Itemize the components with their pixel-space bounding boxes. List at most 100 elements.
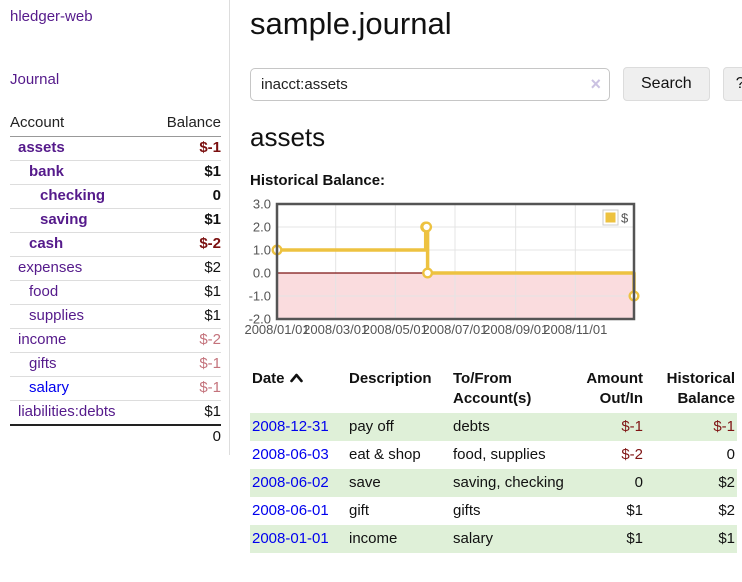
account-link[interactable]: salary (29, 379, 70, 396)
chart-title: Historical Balance: (250, 172, 386, 189)
account-link[interactable]: food (29, 283, 59, 300)
svg-text:2008/01/01: 2008/01/01 (245, 322, 310, 337)
transaction-balance: $-1 (713, 418, 735, 435)
brand-link[interactable]: hledger-web (10, 8, 93, 25)
clear-search-icon[interactable]: × (590, 73, 601, 94)
search-input[interactable] (250, 67, 610, 101)
account-balance: $1 (204, 307, 221, 324)
journal-link[interactable]: Journal (10, 71, 60, 88)
svg-text:2008/03/01: 2008/03/01 (303, 322, 368, 337)
transaction-amount: $1 (626, 530, 643, 547)
account-link[interactable]: checking (40, 187, 106, 204)
account-balance: 0 (212, 187, 221, 204)
account-link[interactable]: assets (18, 139, 65, 156)
account-balance: $2 (204, 259, 221, 276)
search-button[interactable]: Search (623, 67, 710, 101)
svg-text:-1.0: -1.0 (249, 289, 271, 304)
account-row: salary $-1 (10, 376, 221, 401)
chart-svg: $3.0 2.0 1.0 0.0 -1.0 -2.02008/01/012008/03/0… (244, 197, 640, 337)
account-link[interactable]: supplies (29, 307, 85, 324)
account-balance: $1 (204, 211, 221, 228)
svg-text:$: $ (621, 211, 629, 226)
account-link[interactable]: cash (29, 235, 64, 252)
register-row: 2008-12-31 pay off debts $-1 $-1 (250, 413, 737, 441)
transaction-description: pay off (349, 418, 394, 435)
account-row: saving $1 (10, 208, 221, 233)
account-balance: $-2 (199, 331, 221, 348)
account-row: supplies $1 (10, 304, 221, 329)
register-header-amount: Amount Out/In (586, 370, 643, 407)
search-form: × Search ? (250, 67, 742, 101)
search-input-wrap: × (250, 67, 610, 101)
accounts-header-row: Account Balance (10, 111, 221, 137)
svg-text:1.0: 1.0 (253, 243, 271, 258)
transaction-description: gift (349, 502, 370, 519)
transaction-balance: $2 (718, 502, 735, 519)
transaction-date-link[interactable]: 2008-01-01 (252, 530, 329, 547)
transaction-date-link[interactable]: 2008-06-01 (252, 502, 329, 519)
transaction-accounts: gifts (453, 502, 481, 519)
register-header-date[interactable]: Date (250, 365, 347, 413)
transaction-description: save (349, 474, 381, 491)
transaction-amount: $-2 (621, 446, 643, 463)
register-row: 2008-06-03 eat & shop food, supplies $-2… (250, 441, 737, 469)
accounts-header-balance: Balance (149, 111, 221, 137)
svg-text:-2.0: -2.0 (249, 312, 271, 327)
accounts-table: Account Balance assets $-1 bank $1 check… (10, 111, 221, 447)
svg-text:3.0: 3.0 (253, 197, 271, 212)
account-link[interactable]: liabilities:debts (18, 403, 116, 420)
historical-balance-chart: $3.0 2.0 1.0 0.0 -1.0 -2.0 2008/01/01 2008/03/0… (244, 196, 742, 352)
sidebar: hledger-web Journal Account Balance asse… (0, 0, 230, 455)
transaction-date-link[interactable]: 2008-12-31 (252, 418, 329, 435)
register-row: 2008-06-01 gift gifts $1 $2 (250, 497, 737, 525)
account-link[interactable]: gifts (29, 355, 57, 372)
transaction-balance: $1 (718, 530, 735, 547)
svg-text:2008/07/01: 2008/07/01 (422, 322, 487, 337)
chart-legend: $ (602, 209, 629, 226)
svg-text:2008/09/01: 2008/09/01 (483, 322, 548, 337)
account-row: gifts $-1 (10, 352, 221, 377)
main-content: sample.journal × Search ? assets Histori… (230, 0, 742, 553)
sort-ascending-icon (289, 369, 303, 389)
register-header-accounts: To/From Account(s) (453, 370, 532, 407)
account-balance: $1 (204, 283, 221, 300)
account-row: liabilities:debts $1 (10, 400, 221, 426)
register-row: 2008-06-02 save saving, checking 0 $2 (250, 469, 737, 497)
account-balance: $-2 (199, 235, 221, 252)
account-link[interactable]: bank (29, 163, 65, 180)
transaction-date-link[interactable]: 2008-06-02 (252, 474, 329, 491)
account-row: cash $-2 (10, 232, 221, 257)
transaction-accounts: salary (453, 530, 494, 547)
svg-text:2008/05/01: 2008/05/01 (363, 322, 428, 337)
account-row: expenses $2 (10, 256, 221, 281)
account-link[interactable]: expenses (18, 259, 83, 276)
register-header-description: Description (349, 370, 432, 387)
account-balance: $1 (204, 403, 221, 420)
search-help-button[interactable]: ? (722, 67, 742, 101)
account-heading: assets (250, 122, 326, 152)
account-balance: $-1 (199, 379, 221, 396)
register-header-row: Date Description To/From Account(s) Amou… (250, 365, 737, 413)
account-link[interactable]: income (18, 331, 67, 348)
account-row: food $1 (10, 280, 221, 305)
transaction-amount: $1 (626, 502, 643, 519)
account-balance: $-1 (199, 355, 221, 372)
account-row: income $-2 (10, 328, 221, 353)
account-balance: $1 (204, 163, 221, 180)
transaction-description: income (349, 530, 398, 547)
register-table: Date Description To/From Account(s) Amou… (250, 365, 737, 553)
page-title: sample.journal (250, 6, 452, 41)
transaction-description: eat & shop (349, 446, 421, 463)
account-row: assets $-1 (10, 137, 221, 161)
transaction-balance: $2 (718, 474, 735, 491)
register-row: 2008-01-01 income salary $1 $1 (250, 525, 737, 553)
account-balance: $-1 (199, 139, 221, 156)
register-header-balance: Historical Balance (666, 370, 735, 407)
transaction-accounts: saving, checking (453, 474, 564, 491)
transaction-amount: $-1 (621, 418, 643, 435)
transaction-balance: 0 (726, 446, 735, 463)
account-link[interactable]: saving (40, 211, 88, 228)
account-row: bank $1 (10, 160, 221, 185)
transaction-date-link[interactable]: 2008-06-03 (252, 446, 329, 463)
transaction-accounts: debts (453, 418, 490, 435)
